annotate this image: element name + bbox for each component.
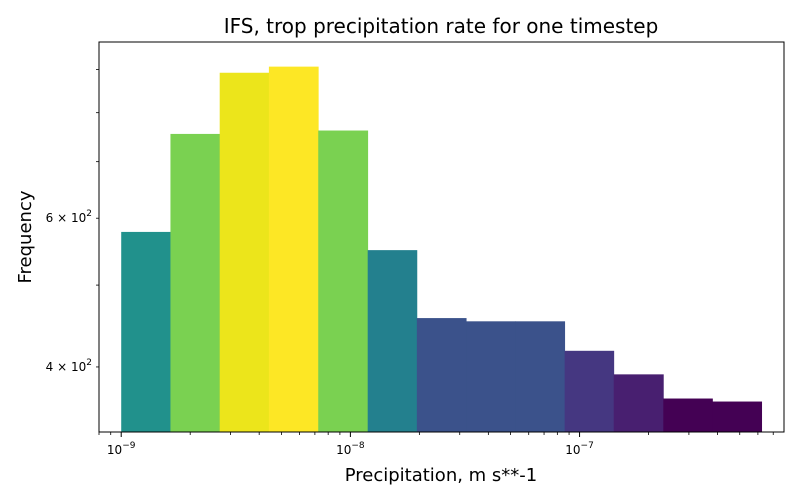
x-axis-ticks: 10−9 10−8 10−7	[98, 432, 774, 457]
histogram-bar-6	[367, 250, 418, 432]
x-axis-label: Precipitation, m s**-1	[345, 465, 538, 486]
y-tick-label: 4 × 102	[46, 358, 92, 374]
histogram-bar-1	[121, 231, 171, 432]
x-tick-label: 10−9	[107, 441, 136, 457]
histogram-bar-12	[663, 398, 713, 432]
bars-group	[121, 66, 763, 433]
histogram-bar-8	[466, 321, 516, 432]
histogram-bar-7	[416, 318, 467, 432]
histogram-bar-3	[219, 72, 270, 432]
histogram-bar-13	[712, 401, 763, 432]
histogram-bar-5	[318, 130, 369, 432]
x-tick-label: 10−7	[565, 441, 594, 457]
histogram-bar-10	[564, 350, 615, 432]
y-axis-ticks: 4 × 102 6 × 102	[46, 69, 99, 374]
histogram-bar-11	[613, 374, 664, 432]
x-tick-label: 10−8	[336, 441, 365, 457]
plot-frame	[98, 41, 785, 433]
histogram-bar-9	[515, 321, 566, 432]
histogram-bar-4	[268, 66, 319, 432]
y-axis-label: Frequency	[15, 190, 36, 283]
chart-title: IFS, trop precipitation rate for one tim…	[224, 14, 659, 38]
histogram-bar-2	[170, 133, 221, 433]
y-tick-label: 6 × 102	[46, 209, 92, 225]
